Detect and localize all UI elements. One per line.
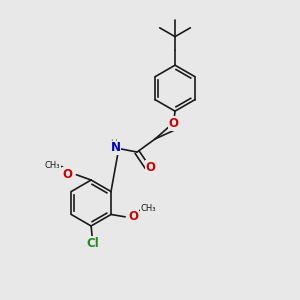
Text: CH₃: CH₃: [141, 204, 156, 213]
Text: O: O: [129, 210, 139, 223]
Text: N: N: [111, 141, 121, 154]
Text: O: O: [145, 161, 155, 174]
Text: O: O: [63, 168, 73, 181]
Text: H: H: [110, 139, 117, 148]
Text: Cl: Cl: [86, 236, 99, 250]
Text: O: O: [169, 117, 178, 130]
Text: CH₃: CH₃: [45, 160, 60, 169]
